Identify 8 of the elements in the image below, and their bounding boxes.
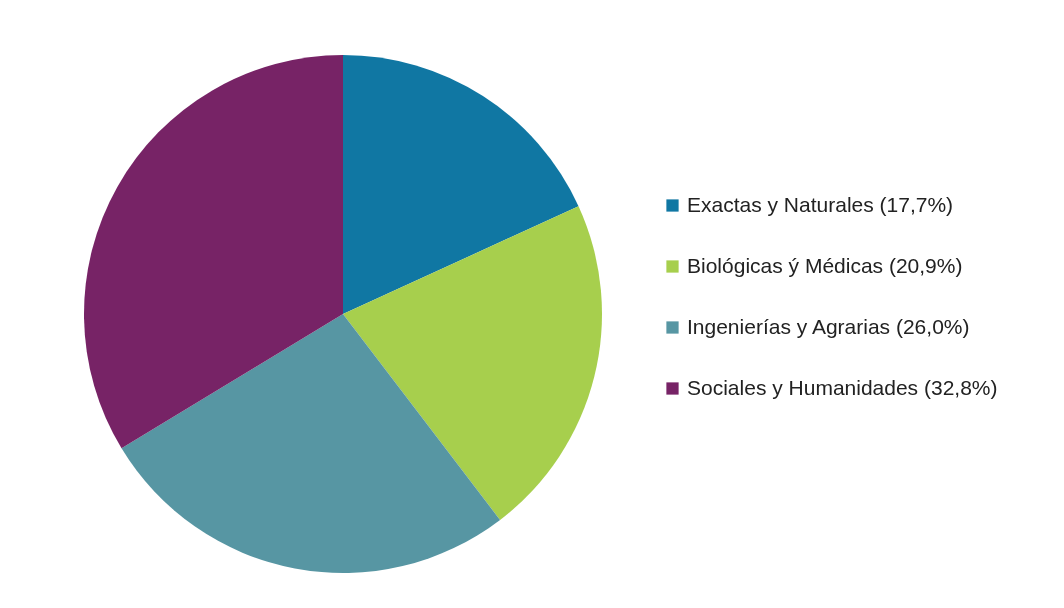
legend-label: Sociales y Humanidades (32,8%) — [687, 375, 998, 399]
legend-label: Biológicas ý Médicas (20,9%) — [687, 253, 963, 277]
legend-label: Ingenierías y Agrarias (26,0%) — [687, 314, 970, 338]
legend-label: Exactas y Naturales (17,7%) — [687, 192, 954, 216]
pie-slice — [343, 55, 579, 314]
pie-slice — [84, 55, 343, 449]
pie-slice — [343, 206, 602, 520]
pie-slice — [121, 314, 501, 573]
